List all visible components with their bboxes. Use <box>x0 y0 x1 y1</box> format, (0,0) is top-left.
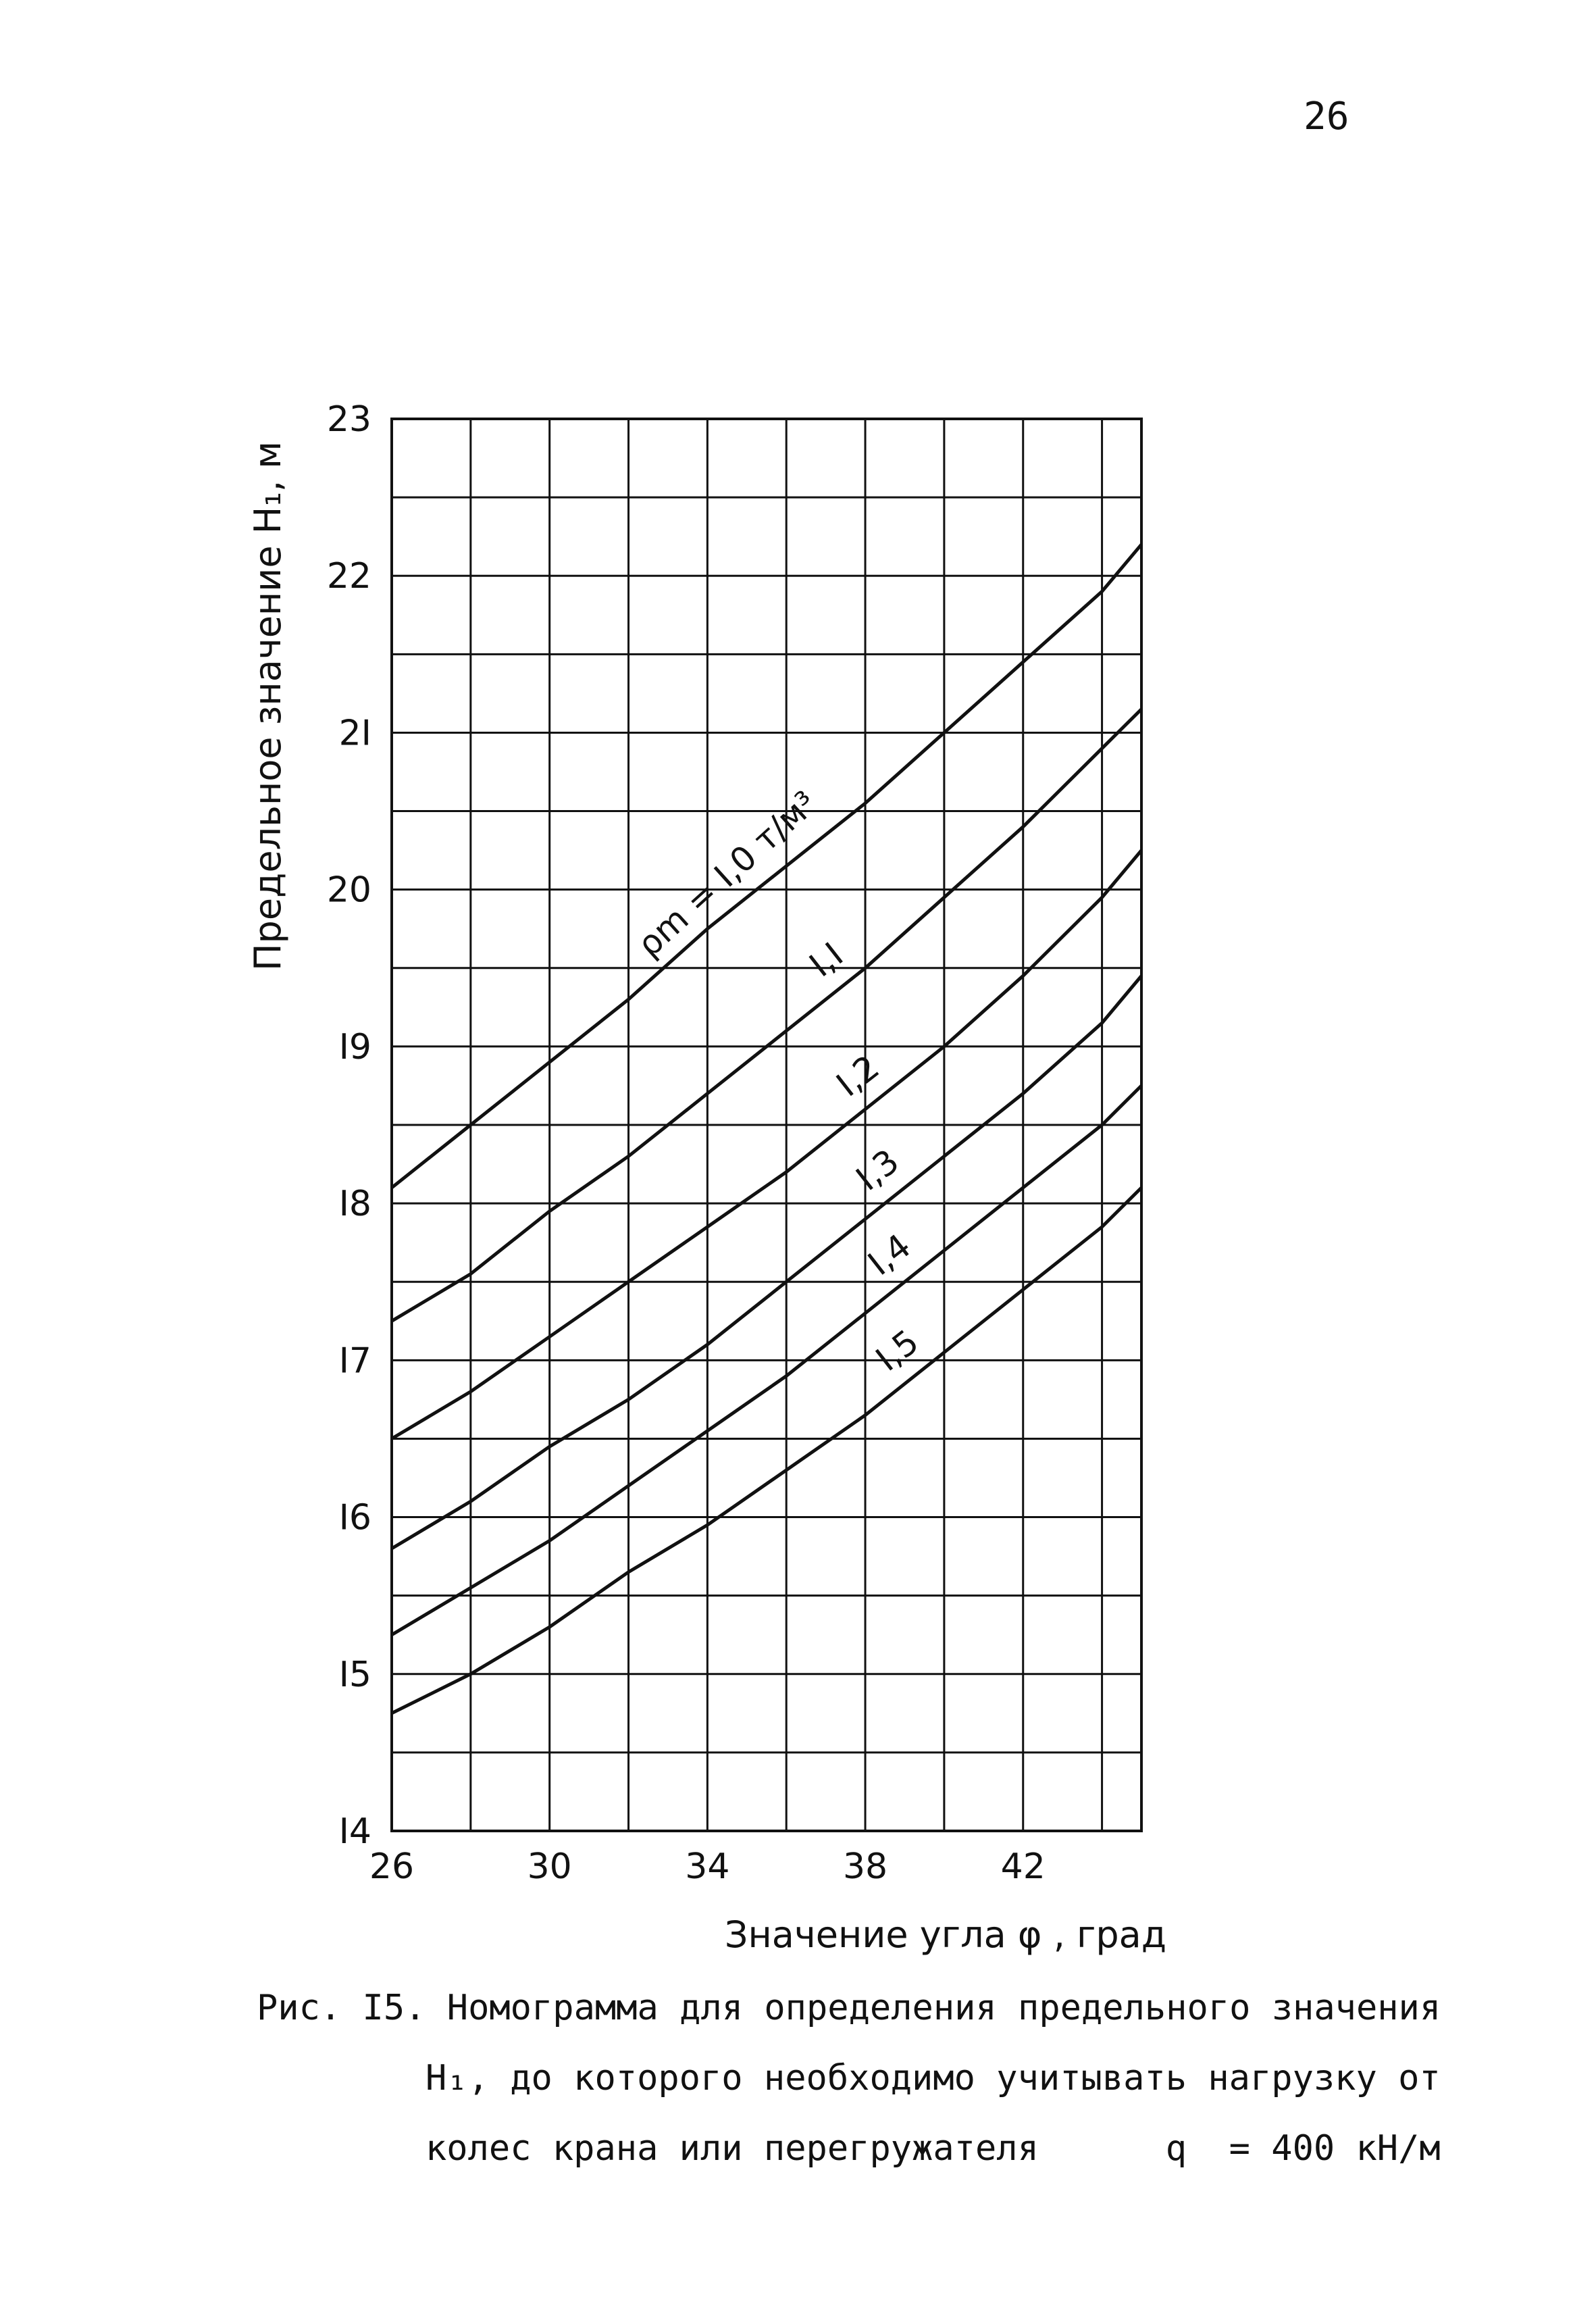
y-tick-label: I7 <box>339 1340 371 1381</box>
series-label: I,I <box>802 935 850 985</box>
y-tick-label: 23 <box>327 399 371 440</box>
series-label: I,2 <box>829 1047 887 1104</box>
caption-line-2: Н₁, до которого необходимо учитывать наг… <box>426 2058 1441 2098</box>
series-line <box>390 1186 1143 1715</box>
series-line <box>390 849 1143 1440</box>
y-tick-label: 22 <box>327 556 371 597</box>
y-tick-label: I9 <box>339 1027 371 1067</box>
series-label: I,4 <box>860 1226 918 1283</box>
y-tick-label: 2I <box>339 713 371 753</box>
x-tick-label: 30 <box>527 1846 572 1887</box>
y-tick-label: I5 <box>339 1655 371 1695</box>
y-tick-label: I8 <box>339 1184 371 1224</box>
y-tick-label: I6 <box>339 1498 371 1538</box>
y-tick-label: 20 <box>327 870 371 911</box>
x-tick-label: 34 <box>685 1846 729 1887</box>
plot-frame <box>390 418 1143 1832</box>
grid <box>390 418 1143 1832</box>
page-number: 26 <box>1304 95 1349 139</box>
series-line <box>390 707 1143 1323</box>
x-tick-label: 38 <box>843 1846 887 1887</box>
y-axis-label: Предельное значение Н₁, м <box>247 441 289 971</box>
nomogram-chart: ρm = I,0 т/м³I,II,2I,3I,4I,5 26 30 34 38 42 … <box>247 399 1166 1956</box>
series-line <box>390 1084 1143 1636</box>
y-tick-labels: I4 I5 I6 I7 I8 I9 20 2I 22 23 <box>327 399 371 1852</box>
caption-line-1: Рис. I5. Номограмма для определения пред… <box>257 1988 1441 2028</box>
series-label: I,5 <box>869 1322 926 1379</box>
caption-line-3: колес крана или перегружателя q = 400 кН… <box>426 2128 1441 2169</box>
x-tick-labels: 26 30 34 38 42 <box>369 1846 1046 1887</box>
series-label: I,3 <box>849 1142 906 1199</box>
x-tick-label: 26 <box>369 1846 414 1887</box>
y-tick-label: I4 <box>339 1811 371 1852</box>
series-line <box>390 543 1143 1189</box>
series-lines <box>390 543 1143 1715</box>
x-tick-label: 42 <box>1001 1846 1046 1887</box>
series-line <box>390 974 1143 1551</box>
x-axis-label: Значение угла φ , град <box>725 1913 1166 1956</box>
